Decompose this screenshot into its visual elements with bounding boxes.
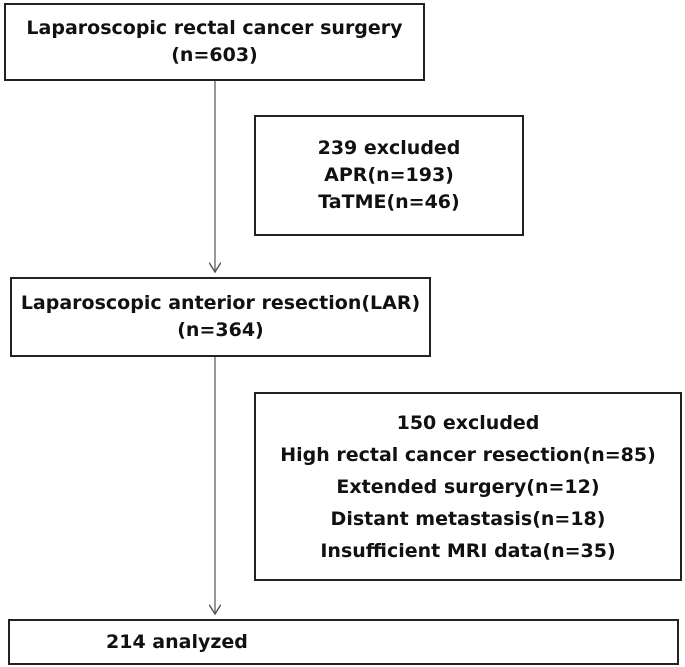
node-text: Insufficient MRI data(n=35) <box>320 539 616 562</box>
node-text: 150 excluded <box>396 411 540 434</box>
node: 239 excluded APR(n=193) TaTME(n=46) <box>254 115 524 236</box>
node-text: High rectal cancer resection(n=85) <box>280 443 656 466</box>
node-text: Distant metastasis(n=18) <box>330 507 606 530</box>
node: 214 analyzed <box>8 619 679 665</box>
node-text: Extended surgery(n=12) <box>336 475 600 498</box>
node-text: (n=364) <box>177 319 264 341</box>
node: Laparoscopic anterior resection(LAR) (n=3… <box>10 277 431 357</box>
node-text: TaTME(n=46) <box>318 191 460 213</box>
node: 150 excluded High rectal cancer resection… <box>254 392 682 581</box>
node-text: 214 analyzed <box>106 630 248 653</box>
node-text: (n=603) <box>171 44 258 66</box>
node-text: Laparoscopic anterior resection(LAR) <box>20 292 421 314</box>
node-text: APR(n=193) <box>324 164 454 186</box>
node-text: 239 excluded <box>317 137 461 159</box>
node-text: Laparoscopic rectal cancer surgery <box>26 17 403 39</box>
node: Laparoscopic rectal cancer surgery (n=603… <box>4 3 425 81</box>
